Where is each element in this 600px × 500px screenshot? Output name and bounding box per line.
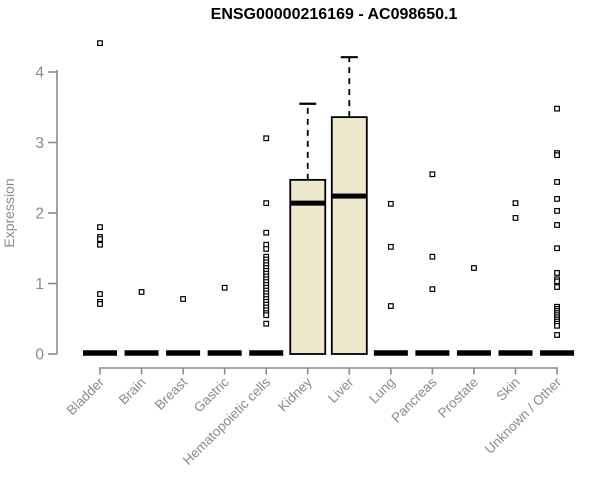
outlier-point	[97, 40, 103, 46]
x-tick-label: Gastric	[191, 374, 232, 415]
median-line	[290, 200, 326, 206]
y-tick-label: 1	[35, 276, 44, 293]
x-tick-label: Kidney	[275, 374, 315, 414]
zero-median-bar	[540, 350, 575, 356]
outlier-point	[554, 322, 560, 329]
x-tick-label: Bladder	[64, 374, 108, 418]
outlier-point	[429, 286, 436, 293]
zero-median-bar	[207, 350, 242, 356]
x-tick-label: Brain	[116, 375, 149, 408]
outlier-point	[97, 301, 103, 307]
outlier-point	[554, 207, 560, 214]
zero-median-bar	[415, 350, 450, 356]
outlier-point	[97, 236, 103, 242]
zero-median-bar	[498, 350, 533, 356]
x-tick-label: Breast	[152, 374, 190, 412]
y-tick-label: 2	[35, 206, 44, 223]
outlier-point	[263, 135, 270, 142]
zero-median-bar	[83, 350, 117, 356]
outlier-point	[263, 200, 270, 207]
outlier-point	[263, 312, 270, 319]
outlier-point	[387, 303, 394, 309]
x-tick-label: Skin	[493, 375, 522, 404]
zero-median-bar	[124, 350, 159, 356]
outlier-point	[387, 200, 394, 207]
outlier-point	[387, 243, 394, 250]
outlier-point	[138, 289, 145, 295]
x-tick-label: Pancreas	[389, 374, 440, 425]
outlier-point	[97, 241, 103, 248]
zero-median-bar	[166, 350, 201, 356]
zero-median-bar	[456, 350, 491, 356]
box-kidney	[289, 178, 327, 355]
x-tick-label: Lung	[366, 375, 398, 407]
outlier-point	[263, 320, 270, 327]
median-line	[331, 193, 367, 199]
outlier-point	[554, 179, 560, 185]
outlier-point	[429, 253, 436, 260]
outlier-point	[554, 196, 560, 202]
x-tick-label: Liver	[325, 374, 357, 406]
outlier-point	[97, 291, 103, 297]
outlier-point	[97, 224, 103, 231]
outlier-point	[554, 245, 560, 252]
y-tick-label: 4	[35, 65, 44, 82]
outlier-point	[554, 152, 560, 159]
box-liver	[330, 116, 368, 355]
outlier-point	[554, 332, 560, 338]
y-axis-title: Expression	[1, 178, 17, 247]
outlier-point	[263, 229, 270, 236]
zero-median-bar	[249, 350, 284, 356]
chart-title: ENSG00000216169 - AC098650.1	[210, 6, 458, 23]
outlier-point	[471, 265, 477, 271]
outlier-point	[554, 278, 560, 285]
y-tick-label: 3	[35, 135, 44, 152]
outlier-point	[221, 284, 228, 291]
outlier-point	[263, 246, 270, 252]
outlier-point	[180, 296, 187, 302]
outlier-point	[512, 200, 519, 207]
outlier-point	[554, 222, 560, 228]
x-tick-label: Unknown / Other	[482, 374, 565, 457]
outlier-point	[554, 284, 560, 290]
outlier-point	[554, 105, 560, 112]
outlier-point	[429, 171, 436, 178]
x-tick-label: Prostate	[435, 375, 481, 421]
y-tick-label: 0	[35, 347, 44, 364]
outlier-point	[554, 270, 560, 276]
outlier-point	[512, 215, 519, 221]
zero-median-bar	[373, 350, 408, 356]
